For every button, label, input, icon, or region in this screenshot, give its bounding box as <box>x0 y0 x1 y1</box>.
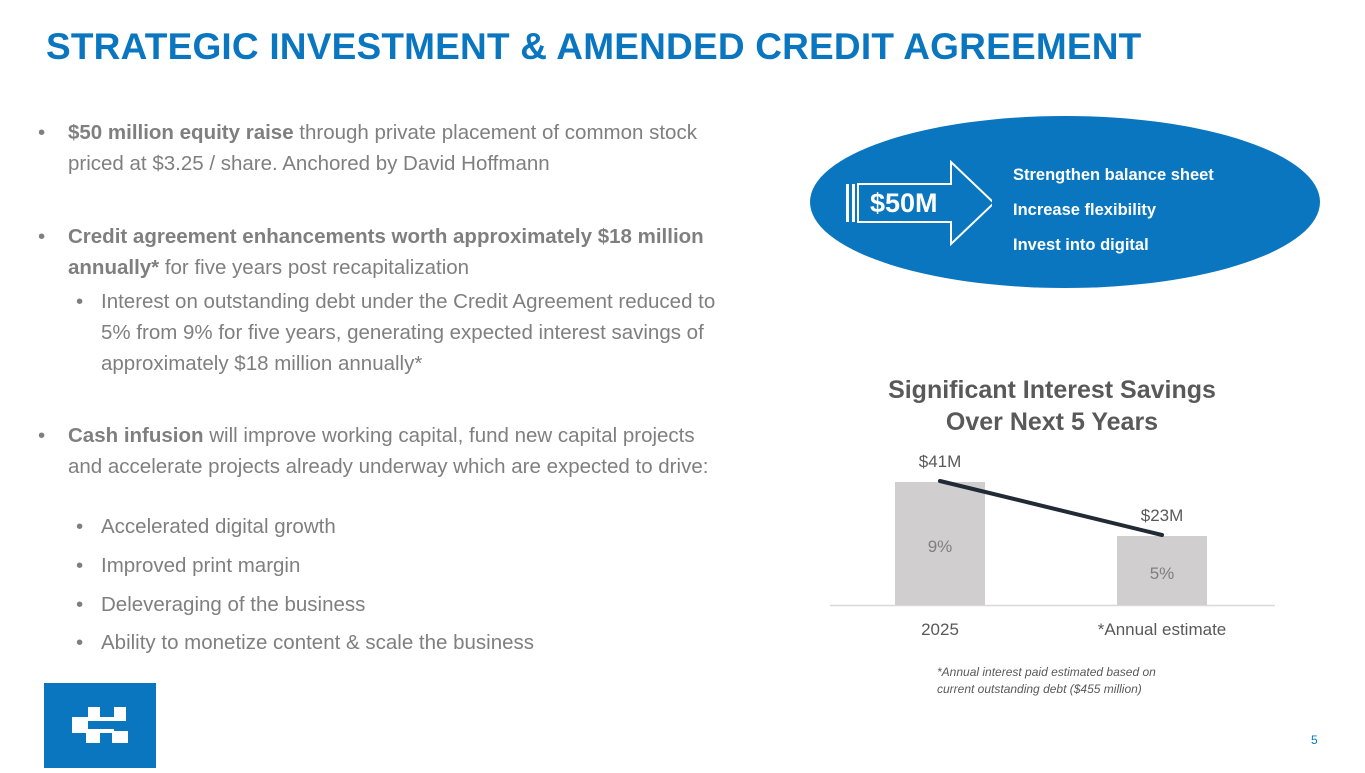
sub-bullet-monetize: • Ability to monetize content & scale th… <box>76 627 716 658</box>
bullet-plain-text: through private placement of common stoc… <box>68 121 697 175</box>
bullet-marker: • <box>38 121 46 144</box>
benefit-list: Strengthen balance sheet Increase flexib… <box>1013 158 1214 263</box>
data-label: $41M <box>919 452 962 471</box>
bullet-text: Interest on outstanding debt under the C… <box>101 290 716 375</box>
sub-bullet-interest: • Interest on outstanding debt under the… <box>76 286 716 379</box>
bullet-text: $50 million equity raise through private… <box>68 117 718 179</box>
bullet-marker: • <box>76 631 84 654</box>
bullet-text: Ability to monetize content & scale the … <box>101 631 535 654</box>
bullet-marker: • <box>38 225 46 248</box>
bullet-marker: • <box>76 593 84 616</box>
data-label: $23M <box>1141 506 1184 525</box>
bullet-text: Credit agreement enhancements worth appr… <box>68 221 718 283</box>
bar-inner-label: 5% <box>1150 564 1175 583</box>
interest-savings-chart: 9% $41M 2025 5% $23M *Annual estimate <box>830 452 1275 639</box>
chart-title-line: Significant Interest Savings <box>888 376 1216 404</box>
sub-bullet-deleveraging: • Deleveraging of the business <box>76 589 716 620</box>
bullet-equity-raise: • $50 million equity raise through priva… <box>38 117 718 179</box>
bullet-marker: • <box>76 554 84 577</box>
bullet-bold-text: Cash infusion <box>68 424 204 447</box>
investment-amount: $50M <box>870 188 938 218</box>
sub-bullet-digital-growth: • Accelerated digital growth <box>76 511 716 542</box>
bullet-credit-agreement: • Credit agreement enhancements worth ap… <box>38 221 718 283</box>
chart-title-line: Over Next 5 Years <box>945 408 1159 436</box>
benefit-item: Invest into digital <box>1013 236 1149 254</box>
callout-ellipse <box>810 116 1320 288</box>
chart-title: Significant Interest Savings Over Next 5… <box>852 374 1252 438</box>
bullet-text: Accelerated digital growth <box>101 515 336 538</box>
footnote-line: current outstanding debt ($455 million) <box>937 682 1142 696</box>
bullet-text: Cash infusion will improve working capit… <box>68 420 718 482</box>
logo-mark-icon <box>72 707 128 743</box>
bullet-marker: • <box>38 424 46 447</box>
footnote-line: *Annual interest paid estimated based on <box>937 665 1156 679</box>
bullet-cash-infusion: • Cash infusion will improve working cap… <box>38 420 718 482</box>
bullet-text: Improved print margin <box>101 554 301 577</box>
slide-title: STRATEGIC INVESTMENT & AMENDED CREDIT AG… <box>46 26 1142 67</box>
chart-footnote: *Annual interest paid estimated based on… <box>937 664 1156 698</box>
category-label: 2025 <box>921 620 959 639</box>
bullet-bold-text: Credit agreement enhancements worth appr… <box>68 225 704 279</box>
bullet-plain-text: for five years post recapitalization <box>159 256 470 279</box>
bar <box>895 482 985 605</box>
bar <box>1117 536 1207 605</box>
bar-inner-label: 9% <box>928 537 953 556</box>
bullet-text: Deleveraging of the business <box>101 593 366 616</box>
company-logo <box>44 683 156 768</box>
bullet-marker: • <box>76 290 84 313</box>
benefit-item: Strengthen balance sheet <box>1013 166 1214 184</box>
bullet-marker: • <box>76 515 84 538</box>
bullet-plain-text: will improve working capital, fund new c… <box>68 424 709 478</box>
category-label: *Annual estimate <box>1098 620 1227 639</box>
bullet-bold-text: $50 million equity raise <box>68 121 294 144</box>
benefit-item: Increase flexibility <box>1013 201 1157 219</box>
page-number: 5 <box>1311 733 1318 747</box>
trend-line <box>938 479 1164 537</box>
sub-bullet-print-margin: • Improved print margin <box>76 550 716 581</box>
right-arrow-icon <box>846 160 992 246</box>
